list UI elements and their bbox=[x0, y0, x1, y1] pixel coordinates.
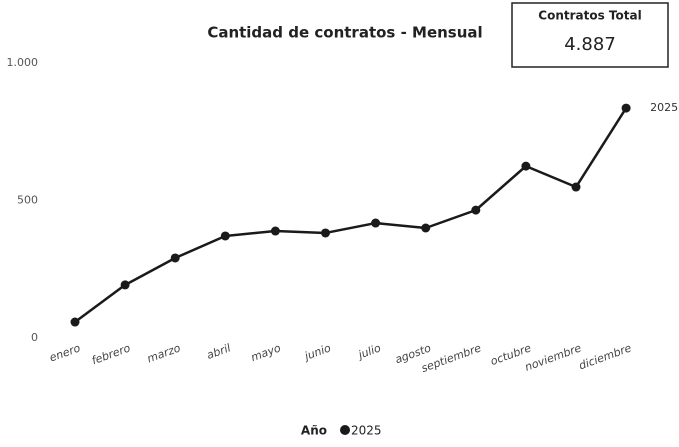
series-end-label: 2025 bbox=[650, 101, 678, 114]
kpi-box bbox=[511, 2, 669, 68]
x-tick-label: junio bbox=[301, 341, 333, 363]
x-tick-label: noviembre bbox=[523, 341, 583, 373]
x-tick-label: julio bbox=[355, 341, 383, 362]
x-tick-label: marzo bbox=[145, 341, 182, 365]
series-line bbox=[74, 107, 628, 324]
kpi-label: Contratos Total bbox=[538, 9, 641, 23]
x-tick-label: diciembre bbox=[577, 341, 633, 372]
x-tick-label: febrero bbox=[90, 341, 132, 367]
chart-title: Cantidad de contratos - Mensual bbox=[207, 24, 482, 42]
data-point bbox=[371, 218, 381, 228]
data-point bbox=[621, 103, 631, 113]
data-point bbox=[521, 161, 531, 171]
legend-title: Año bbox=[301, 424, 327, 438]
legend-label: 2025 bbox=[351, 424, 382, 438]
y-tick-label: 0 bbox=[31, 331, 38, 344]
y-tick-label: 1.000 bbox=[7, 56, 39, 69]
data-point bbox=[220, 231, 230, 241]
data-point bbox=[70, 317, 80, 327]
data-point bbox=[471, 205, 481, 215]
data-point bbox=[421, 223, 431, 233]
x-tick-label: abril bbox=[205, 341, 232, 362]
kpi-value: 4.887 bbox=[564, 34, 616, 55]
data-point bbox=[120, 280, 130, 290]
data-point bbox=[321, 228, 330, 238]
x-tick-label: enero bbox=[48, 341, 83, 364]
legend-swatch bbox=[340, 425, 350, 435]
y-tick-label: 500 bbox=[17, 194, 38, 207]
x-tick-label: mayo bbox=[249, 341, 283, 364]
data-point bbox=[270, 226, 280, 236]
kpi-card: Contratos Total 4.887 bbox=[511, 2, 669, 68]
data-point bbox=[170, 253, 180, 263]
data-point bbox=[571, 182, 581, 192]
